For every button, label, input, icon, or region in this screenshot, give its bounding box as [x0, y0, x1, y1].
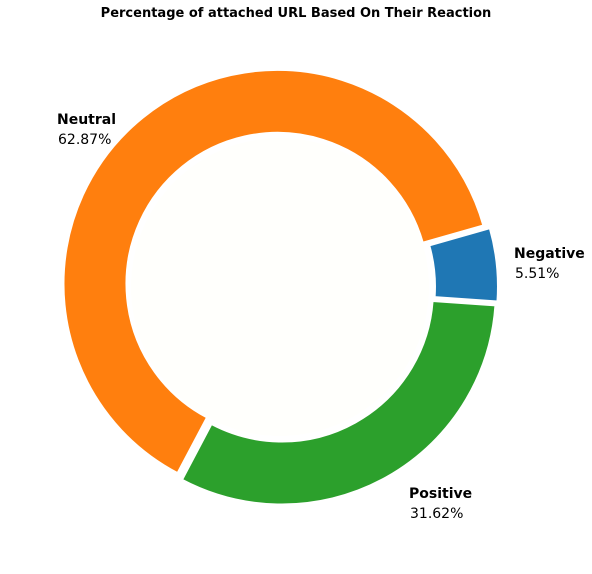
- slice-value-positive: 31.62%: [410, 506, 463, 522]
- slice-value-neutral: 62.87%: [58, 132, 111, 148]
- slice-positive: [180, 299, 497, 506]
- slice-neutral: [62, 68, 485, 475]
- slice-label-positive: Positive: [409, 486, 472, 502]
- slice-negative: [428, 226, 499, 303]
- chart-title: Percentage of attached URL Based On Thei…: [100, 6, 492, 21]
- slice-label-negative: Negative: [514, 246, 585, 262]
- slice-value-negative: 5.51%: [515, 266, 559, 282]
- slice-label-neutral: Neutral: [57, 112, 116, 128]
- donut-hole: [131, 138, 429, 436]
